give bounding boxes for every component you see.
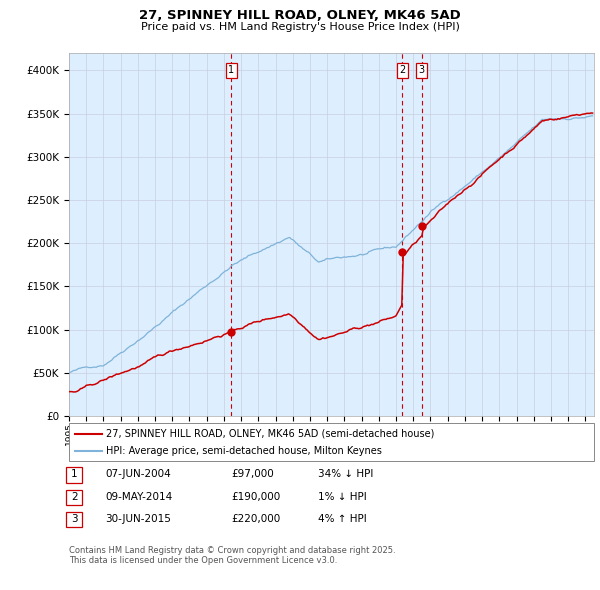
Text: £97,000: £97,000 xyxy=(231,470,274,479)
Text: HPI: Average price, semi-detached house, Milton Keynes: HPI: Average price, semi-detached house,… xyxy=(106,445,382,455)
Text: 27, SPINNEY HILL ROAD, OLNEY, MK46 5AD (semi-detached house): 27, SPINNEY HILL ROAD, OLNEY, MK46 5AD (… xyxy=(106,429,434,439)
Text: 3: 3 xyxy=(71,514,77,524)
Text: 4% ↑ HPI: 4% ↑ HPI xyxy=(318,514,367,524)
Text: 27, SPINNEY HILL ROAD, OLNEY, MK46 5AD: 27, SPINNEY HILL ROAD, OLNEY, MK46 5AD xyxy=(139,9,461,22)
Text: 1: 1 xyxy=(71,470,77,479)
Text: 09-MAY-2014: 09-MAY-2014 xyxy=(105,492,172,502)
Text: 2: 2 xyxy=(399,65,406,76)
Text: 1% ↓ HPI: 1% ↓ HPI xyxy=(318,492,367,502)
Text: 1: 1 xyxy=(229,65,235,76)
Text: 3: 3 xyxy=(419,65,425,76)
Text: £220,000: £220,000 xyxy=(231,514,280,524)
Text: 2: 2 xyxy=(71,492,77,502)
Text: 07-JUN-2004: 07-JUN-2004 xyxy=(105,470,171,479)
Text: Price paid vs. HM Land Registry's House Price Index (HPI): Price paid vs. HM Land Registry's House … xyxy=(140,22,460,32)
Text: Contains HM Land Registry data © Crown copyright and database right 2025.
This d: Contains HM Land Registry data © Crown c… xyxy=(69,546,395,565)
Text: 34% ↓ HPI: 34% ↓ HPI xyxy=(318,470,373,479)
Text: £190,000: £190,000 xyxy=(231,492,280,502)
Text: 30-JUN-2015: 30-JUN-2015 xyxy=(105,514,171,524)
